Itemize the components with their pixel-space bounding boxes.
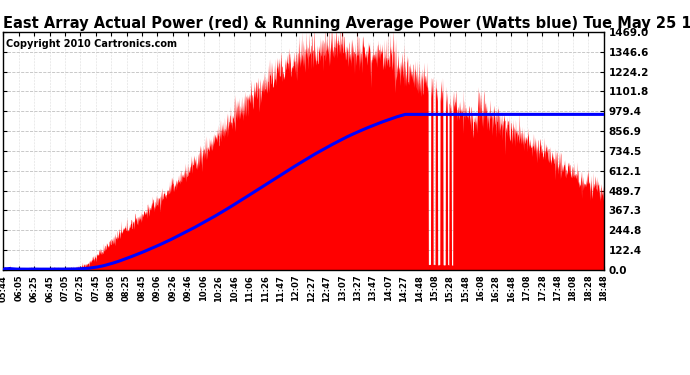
Text: Copyright 2010 Cartronics.com: Copyright 2010 Cartronics.com xyxy=(6,39,177,49)
Text: East Array Actual Power (red) & Running Average Power (Watts blue) Tue May 25 19: East Array Actual Power (red) & Running … xyxy=(3,16,690,31)
